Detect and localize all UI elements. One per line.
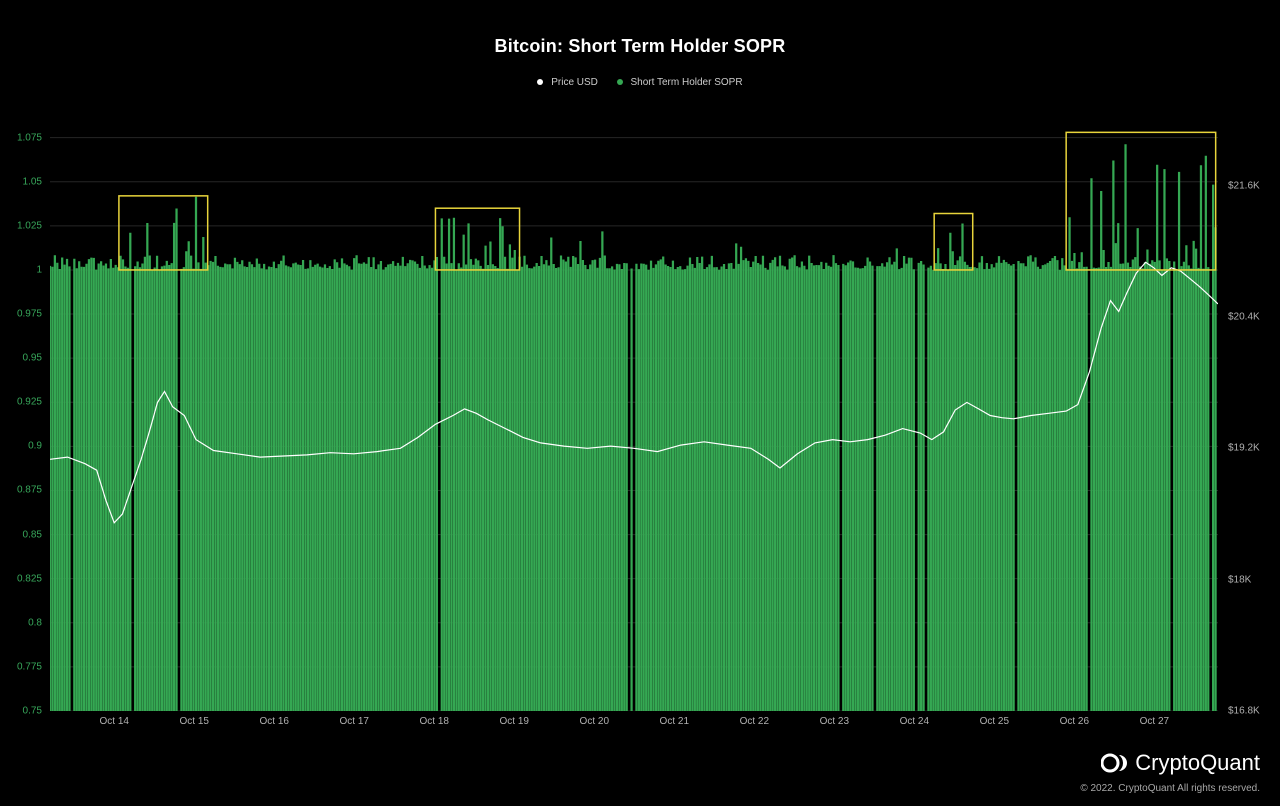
chart-title: Bitcoin: Short Term Holder SOPR	[0, 0, 1280, 57]
legend-label-price: Price USD	[551, 77, 598, 88]
legend-dot-price	[537, 79, 543, 85]
y-left-tick: 0.975	[17, 309, 42, 320]
x-tick: Oct 17	[340, 716, 369, 727]
brand-name: CryptoQuant	[1135, 750, 1260, 776]
y-axis-right: $16.8K$18K$19.2K$20.4K$21.6K	[1222, 120, 1280, 711]
x-tick: Oct 16	[260, 716, 289, 727]
x-tick: Oct 19	[500, 716, 529, 727]
y-right-tick: $18K	[1228, 574, 1251, 585]
y-right-tick: $21.6K	[1228, 180, 1260, 191]
y-axis-left: 0.750.7750.80.8250.850.8750.90.9250.950.…	[0, 120, 48, 711]
y-left-tick: 0.75	[23, 706, 42, 717]
copyright-text: © 2022. CryptoQuant All rights reserved.	[1080, 783, 1260, 794]
chart-area	[50, 120, 1218, 711]
x-tick: Oct 27	[1140, 716, 1169, 727]
y-left-tick: 1	[36, 264, 42, 275]
x-tick: Oct 23	[820, 716, 849, 727]
y-left-tick: 0.8	[28, 617, 42, 628]
y-right-tick: $20.4K	[1228, 312, 1260, 323]
y-left-tick: 0.875	[17, 485, 42, 496]
y-left-tick: 1.025	[17, 220, 42, 231]
x-tick: Oct 14	[100, 716, 129, 727]
legend-item-sopr: Short Term Holder SOPR	[617, 77, 743, 88]
chart-svg	[50, 120, 1218, 711]
x-tick: Oct 15	[180, 716, 209, 727]
y-left-tick: 0.9	[28, 441, 42, 452]
x-tick: Oct 20	[580, 716, 609, 727]
y-left-tick: 0.85	[23, 529, 42, 540]
legend-label-sopr: Short Term Holder SOPR	[630, 77, 742, 88]
brand-logo: CryptoQuant	[1101, 750, 1260, 776]
x-tick: Oct 21	[660, 716, 689, 727]
legend-item-price: Price USD	[537, 77, 597, 88]
y-right-tick: $19.2K	[1228, 443, 1260, 454]
y-left-tick: 0.925	[17, 397, 42, 408]
y-left-tick: 1.075	[17, 132, 42, 143]
x-tick: Oct 18	[420, 716, 449, 727]
cryptoquant-icon	[1101, 751, 1129, 775]
x-tick: Oct 24	[900, 716, 929, 727]
x-tick: Oct 25	[980, 716, 1009, 727]
y-left-tick: 0.825	[17, 573, 42, 584]
y-left-tick: 0.775	[17, 661, 42, 672]
x-axis: Oct 14 Oct 15 Oct 16 Oct 17 Oct 18 Oct 19 Oct …	[50, 716, 1218, 734]
y-left-tick: 0.95	[23, 353, 42, 364]
y-right-tick: $16.8K	[1228, 706, 1260, 717]
y-left-tick: 1.05	[23, 176, 42, 187]
x-tick: Oct 22	[740, 716, 769, 727]
legend: Price USD Short Term Holder SOPR	[0, 57, 1280, 88]
x-tick: Oct 26	[1060, 716, 1089, 727]
legend-dot-sopr	[617, 79, 623, 85]
